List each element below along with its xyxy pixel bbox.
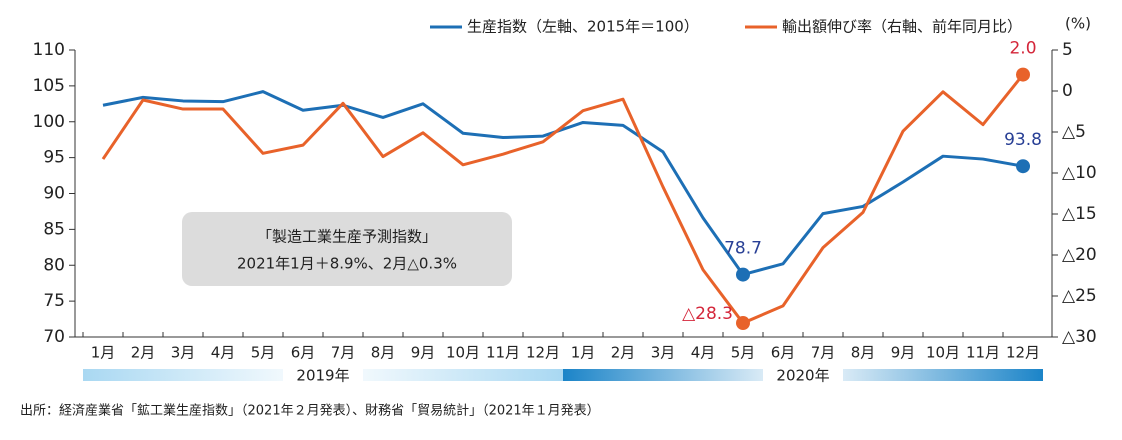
data-label: 2.0 (1009, 39, 1036, 59)
x-tick-label: 4月 (211, 344, 236, 362)
legend-label: 生産指数（左軸、2015年＝100） (467, 18, 699, 36)
y2-axis-label: (%) (1065, 15, 1091, 33)
x-tick-label: 6月 (771, 344, 796, 362)
x-tick-label: 3月 (651, 344, 676, 362)
year-label-bg (283, 366, 363, 384)
series-line (102, 90, 1024, 277)
x-tick-label: 4月 (691, 344, 716, 362)
y2-tick-label: 0 (1062, 81, 1073, 101)
year-label: 2020年 (776, 367, 829, 385)
annotation: 「製造工業生産予測指数」 (257, 228, 437, 246)
annotation: 2021年1月＋8.9%、2月△0.3% (237, 255, 457, 273)
y2-tick-label: △20 (1062, 245, 1097, 265)
x-tick-label: 10月 (926, 344, 960, 362)
point-marker (1016, 159, 1030, 174)
x-tick-label: 6月 (291, 344, 316, 362)
x-tick-label: 5月 (731, 344, 756, 362)
x-tick-label: 8月 (851, 344, 876, 362)
x-tick-label: 11月 (486, 344, 520, 362)
x-tick-label: 8月 (371, 344, 396, 362)
y-tick-label: 85 (43, 219, 65, 239)
source: 出所：経済産業省「鉱工業生産指数」（2021年２月発表）、財務省「貿易統計」（2… (20, 403, 600, 419)
y-tick-label: 110 (33, 40, 65, 60)
y2-tick-label: △30 (1062, 327, 1097, 347)
y-tick-label: 105 (33, 76, 65, 96)
x-tick-label: 7月 (331, 344, 356, 362)
x-tick-label: 11月 (966, 344, 1000, 362)
y2-tick-label: △25 (1062, 286, 1097, 306)
x-tick-label: 9月 (891, 344, 916, 362)
point-marker (736, 267, 750, 282)
x-tick-label: 1月 (571, 344, 596, 362)
x-tick-label: 10月 (446, 344, 480, 362)
x-tick-label: 2月 (131, 344, 156, 362)
data-label: 93.8 (1004, 130, 1042, 150)
x-tick-label: 7月 (811, 344, 836, 362)
y-tick-label: 75 (43, 291, 65, 311)
y-tick-label: 80 (43, 255, 65, 275)
year-label: 2019年 (296, 367, 349, 385)
x-tick-label: 12月 (1006, 344, 1040, 362)
x-tick-label: 5月 (251, 344, 276, 362)
data-label: △28.3 (682, 304, 733, 324)
x-tick-label: 1月 (91, 344, 116, 362)
annotation-box (182, 212, 512, 286)
y-tick-label: 95 (43, 148, 65, 168)
y2-tick-label: △5 (1062, 122, 1086, 142)
data-label: 78.7 (724, 239, 762, 259)
point-marker (1016, 67, 1030, 82)
y-tick-label: 100 (33, 112, 65, 132)
x-tick-label: 3月 (171, 344, 196, 362)
y-tick-label: 70 (43, 327, 65, 347)
x-tick-label: 12月 (526, 344, 560, 362)
y-tick-label: 90 (43, 184, 65, 204)
y2-tick-label: 5 (1062, 40, 1073, 60)
y2-tick-label: △10 (1062, 163, 1097, 183)
series-line (101, 73, 1025, 325)
y2-tick-label: △15 (1062, 204, 1097, 224)
x-tick-label: 2月 (611, 344, 636, 362)
year-label-bg (763, 366, 843, 384)
point-marker (736, 316, 750, 331)
x-tick-label: 9月 (411, 344, 436, 362)
legend-label: 輸出額伸び率（右軸、前年同月比） (782, 18, 1022, 36)
